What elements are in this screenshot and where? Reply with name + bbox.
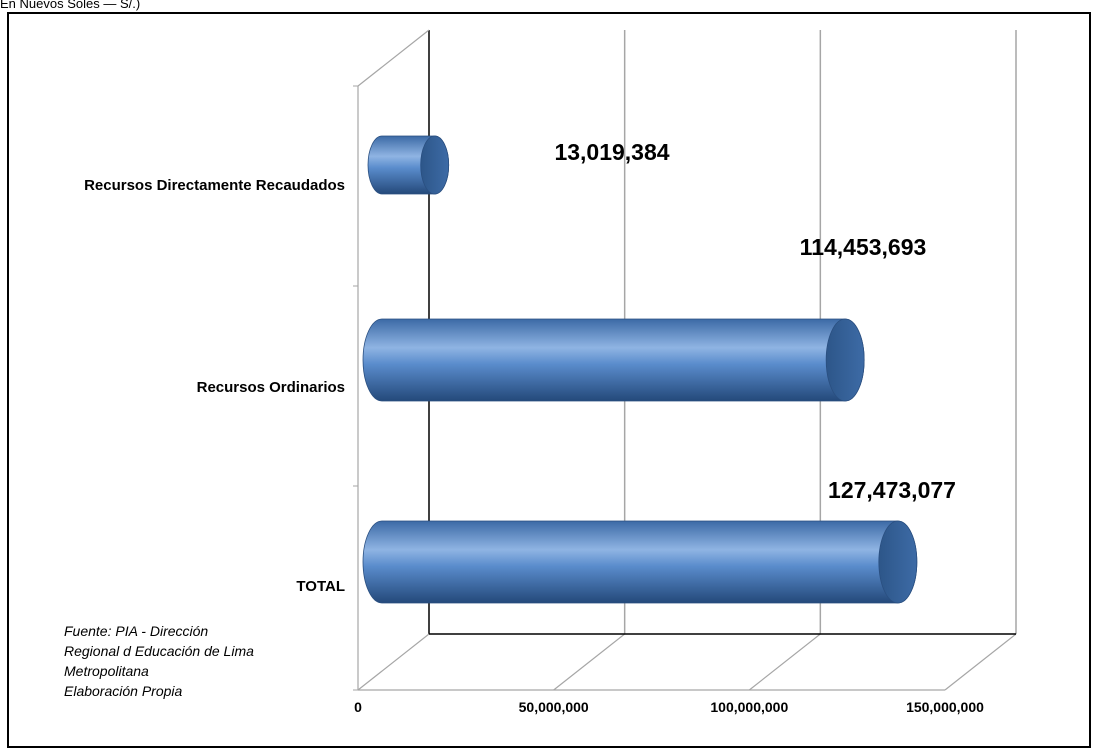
bar-end-cap (825, 318, 865, 402)
category-label: Recursos Ordinarios (197, 379, 345, 396)
source-note: Fuente: PIA - Dirección Regional d Educa… (64, 621, 254, 701)
data-label: 13,019,384 (554, 139, 669, 165)
x-tick-label: 50,000,000 (519, 699, 589, 715)
x-tick-label: 0 (354, 699, 362, 715)
data-label: 127,473,077 (828, 477, 956, 503)
floor-gridline (357, 633, 430, 691)
category-label: TOTAL (296, 578, 345, 595)
floor-gridline (944, 633, 1017, 691)
bar (362, 318, 865, 402)
bar-end-cap (420, 135, 450, 195)
side-wall-top (357, 29, 430, 87)
bar (362, 520, 918, 604)
source-line: Fuente: PIA - Dirección (64, 623, 209, 639)
floor-gridline (748, 633, 821, 691)
x-tick-label: 150,000,000 (906, 699, 984, 715)
bar-end-cap (878, 520, 918, 604)
source-line: Elaboración Propia (64, 683, 183, 699)
source-line: Metropolitana (64, 663, 149, 679)
labels: 0 50,000,000 100,000,000 150,000,000 13,019,… (84, 139, 984, 715)
data-label: 114,453,693 (800, 234, 927, 260)
chart-frame (7, 12, 1091, 748)
chart-caption: En Nuevos Soles — S/.) (0, 0, 141, 11)
category-label: Recursos Directamente Recaudados (84, 177, 345, 194)
source-line: Regional d Educación de Lima (64, 643, 254, 659)
bars (362, 135, 918, 604)
floor-gridline (553, 633, 626, 691)
x-tick-label: 100,000,000 (710, 699, 788, 715)
